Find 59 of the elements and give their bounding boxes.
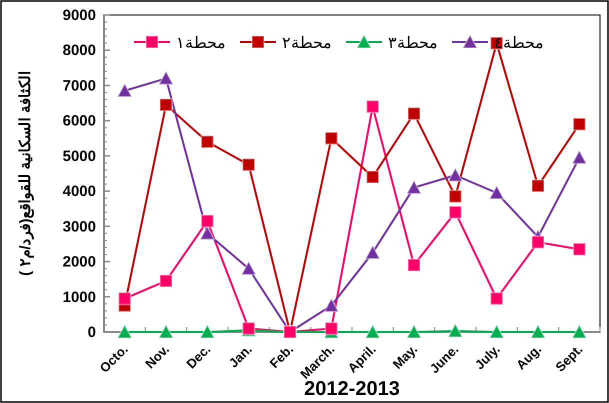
point	[324, 298, 340, 312]
x-tick-label: Aug.	[513, 342, 544, 373]
x-tick-label: Dec.	[183, 342, 214, 372]
point	[572, 242, 586, 256]
y-axis-title: الكثافة السكانية للقواقع(فرد/م٢ )	[17, 71, 34, 276]
point	[448, 205, 462, 219]
x-tick-label: Feb.	[266, 342, 296, 372]
point	[364, 245, 380, 260]
y-tick-label: 0	[88, 324, 96, 341]
legend-label: محطة٢	[282, 35, 332, 52]
point	[572, 324, 588, 339]
point	[488, 185, 504, 200]
y-tick-label: 1000	[62, 288, 96, 306]
point	[572, 117, 586, 131]
point	[448, 190, 462, 204]
point	[158, 324, 174, 339]
x-tick-label: Jan.	[226, 342, 255, 371]
y-tick-label: 2000	[62, 254, 96, 271]
y-tick-label: 9000	[62, 7, 96, 24]
point	[531, 235, 545, 249]
x-axis-title: 2012-2013	[304, 378, 400, 400]
point	[200, 135, 214, 149]
point	[118, 292, 132, 306]
point	[448, 168, 464, 182]
y-tick-label: 4000	[62, 183, 96, 200]
point	[366, 170, 380, 184]
point	[200, 214, 214, 228]
point	[366, 100, 380, 114]
point	[116, 324, 132, 339]
point	[116, 82, 132, 98]
x-tick-label: Nov.	[142, 342, 172, 372]
point	[324, 132, 338, 146]
point	[407, 106, 421, 120]
point	[530, 324, 546, 339]
point	[448, 323, 464, 338]
point	[531, 179, 545, 193]
point	[406, 180, 422, 194]
legend-label: محطة١	[176, 35, 226, 52]
point	[490, 292, 504, 306]
point	[240, 260, 256, 276]
point	[159, 98, 173, 112]
point	[158, 70, 174, 86]
point	[324, 322, 338, 336]
point	[488, 324, 504, 339]
x-tick-label: May.	[390, 342, 420, 372]
point	[200, 226, 216, 240]
y-tick-label: 7000	[62, 77, 96, 94]
point	[364, 324, 380, 339]
y-tick-label: 3000	[62, 218, 96, 236]
point	[200, 324, 216, 339]
y-tick-label: 6000	[62, 112, 96, 130]
point	[407, 258, 421, 272]
y-tick-label: 5000	[62, 148, 96, 165]
point	[242, 158, 256, 172]
legend-label: محطة٣	[388, 35, 438, 52]
point	[159, 274, 173, 288]
point	[572, 150, 588, 164]
y-tick-label: 8000	[62, 42, 96, 60]
point	[406, 324, 422, 339]
